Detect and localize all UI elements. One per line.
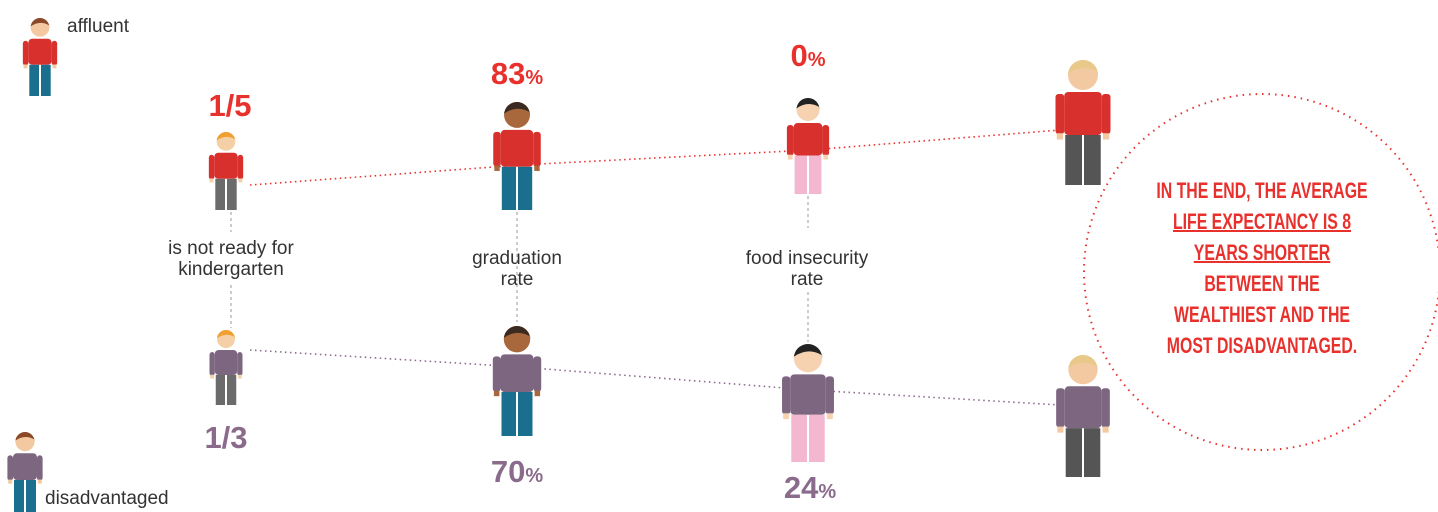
person-icon [493, 102, 541, 210]
stat-bottom: 1/3 [146, 420, 306, 456]
legend-affluent: affluent [67, 16, 129, 38]
infographic: affluent disadvantaged 1/5 is not ready … [0, 0, 1438, 512]
person-icon [787, 98, 829, 194]
stat-bottom: 70% [437, 454, 597, 490]
disadvantaged-line [250, 350, 1060, 405]
person-icon [1056, 355, 1110, 477]
person-icon [493, 326, 541, 436]
person-icon [782, 344, 834, 462]
person-icon [7, 432, 42, 512]
stat-top: 0% [728, 38, 888, 74]
stat-top: 1/5 [150, 88, 310, 124]
stat-top: 83% [437, 56, 597, 92]
person-icon [23, 18, 57, 96]
person-icon [1056, 60, 1111, 185]
person-icon [210, 330, 243, 405]
stat-bottom: 24% [730, 470, 890, 506]
affluent-line [250, 130, 1060, 185]
person-icon [209, 132, 243, 210]
legend-disadvantaged: disadvantaged [45, 488, 169, 510]
callout-text: IN THE END, THE AVERAGE LIFE EXPECTANCY … [1154, 175, 1370, 361]
